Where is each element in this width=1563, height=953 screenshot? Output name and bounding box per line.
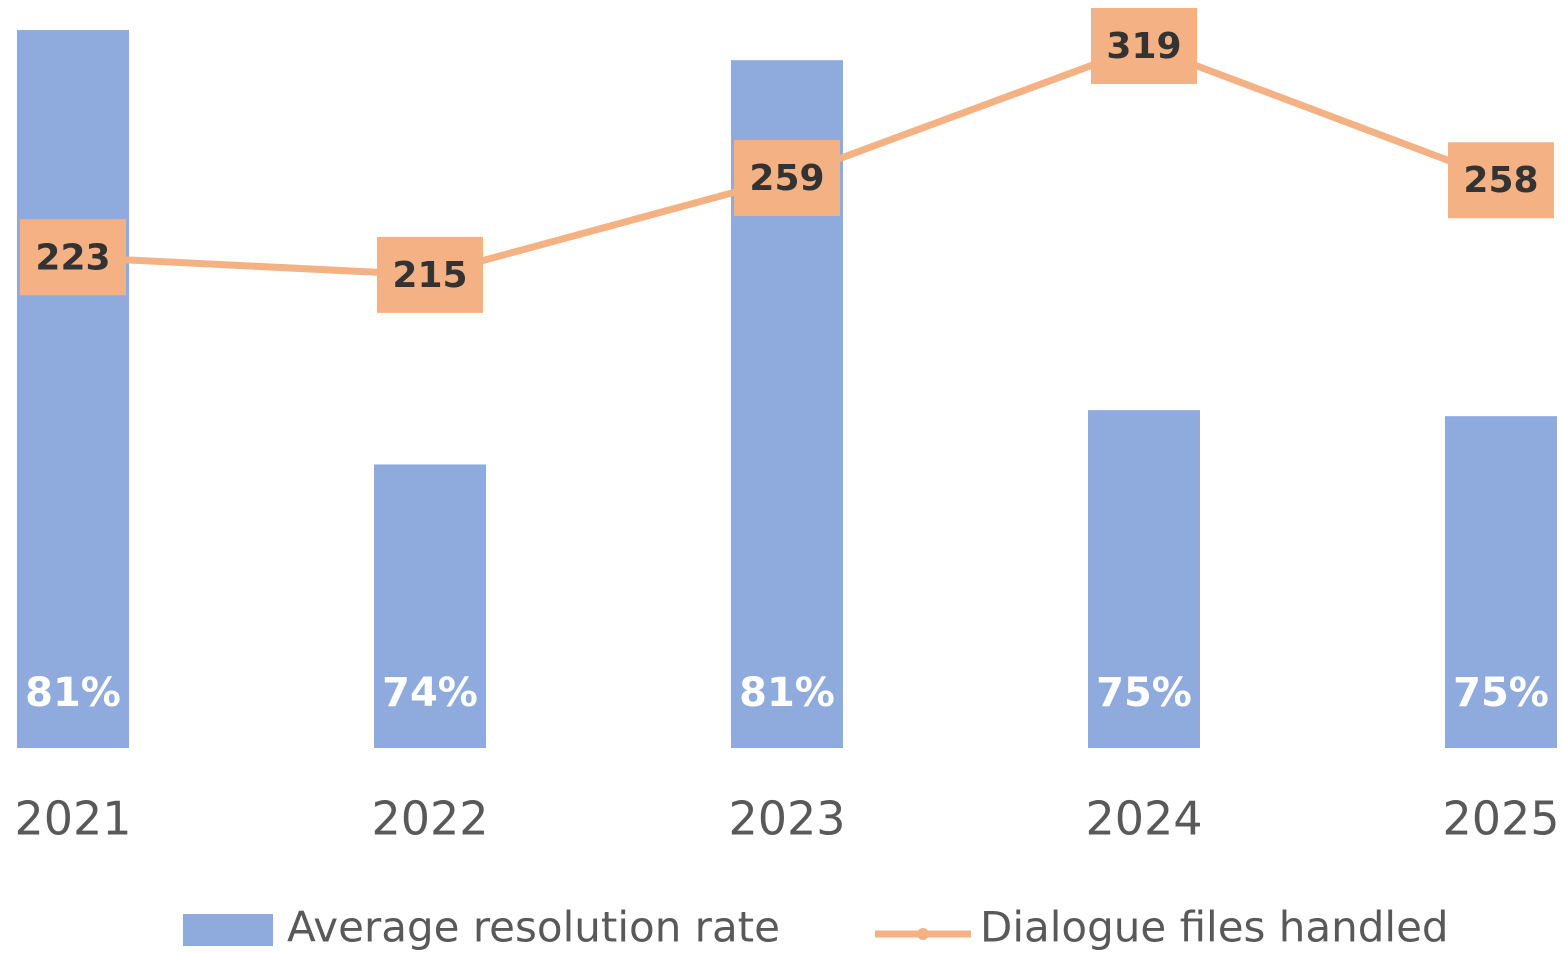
x-tick-label: 2023 [728, 792, 845, 846]
x-tick-label: 2024 [1085, 792, 1202, 846]
x-tick-label: 2022 [371, 792, 488, 846]
line-value-label: 258 [1463, 160, 1538, 201]
x-tick-label: 2021 [14, 792, 131, 846]
bar [17, 30, 129, 749]
line-label-box [20, 219, 126, 296]
x-tick-label: 2025 [1442, 792, 1559, 846]
line-value-label: 319 [1106, 26, 1181, 67]
legend-swatch [183, 914, 273, 946]
bar [1445, 416, 1557, 748]
legend-marker [917, 928, 929, 940]
line-label-box [734, 140, 840, 217]
line-label-box [1091, 8, 1197, 85]
line-value-label: 259 [749, 158, 824, 199]
line-label-box [1448, 142, 1554, 219]
legend-label: Dialogue files handled [980, 903, 1449, 952]
bar-value-label: 75% [1453, 670, 1549, 716]
line-value-label: 223 [35, 237, 110, 278]
line-label-box [377, 236, 483, 313]
bar-value-label: 74% [382, 670, 478, 716]
bar [1088, 410, 1200, 748]
bar-value-label: 81% [739, 670, 835, 716]
bar [374, 464, 486, 748]
bar-value-label: 81% [25, 670, 121, 716]
bar-value-label: 75% [1096, 670, 1192, 716]
legend-label: Average resolution rate [287, 903, 780, 952]
line-value-label: 215 [392, 255, 467, 296]
